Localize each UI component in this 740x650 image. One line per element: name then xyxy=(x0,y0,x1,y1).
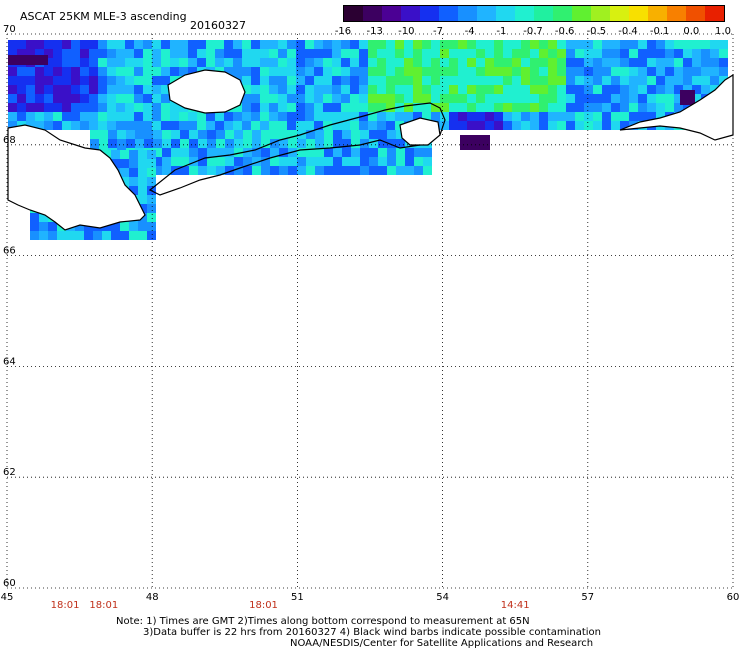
lon-tick-label: 57 xyxy=(581,592,594,603)
time-label: 14:41 xyxy=(500,600,530,611)
time-label: 18:01 xyxy=(50,600,80,611)
lat-tick-label: 68 xyxy=(3,135,16,146)
lon-tick-label: 51 xyxy=(291,592,304,603)
colorbar-swatch xyxy=(648,6,667,21)
colorbar-swatch xyxy=(439,6,458,21)
colorbar-label: -0.1 xyxy=(649,26,670,37)
colorbar-swatch xyxy=(553,6,572,21)
lon-tick-label: 45 xyxy=(1,592,14,603)
colorbar-swatch xyxy=(572,6,591,21)
lat-tick-label: 66 xyxy=(3,246,16,257)
colorbar-swatch xyxy=(515,6,534,21)
note-line-1: Note: 1) Times are GMT 2)Times along bot… xyxy=(116,616,530,627)
note-line-2: 3)Data buffer is 22 hrs from 20160327 4)… xyxy=(143,627,601,638)
colorbar-swatch xyxy=(591,6,610,21)
colorbar-swatch xyxy=(629,6,648,21)
colorbar-label: -0.4 xyxy=(618,26,638,37)
colorbar-label: -7 xyxy=(433,26,443,37)
colorbar-label: 1.0 xyxy=(715,26,731,37)
colorbar-label: 0.0 xyxy=(683,26,700,37)
colorbar-swatch xyxy=(667,6,686,21)
colorbar-swatch xyxy=(705,6,724,21)
colorbar-swatch xyxy=(610,6,629,21)
lake-outline xyxy=(167,69,246,114)
product-title: ASCAT 25KM MLE-3 ascending xyxy=(20,10,187,23)
lat-tick-label: 64 xyxy=(3,356,16,367)
lat-tick-label: 70 xyxy=(3,24,16,35)
time-label: 18:01 xyxy=(249,600,278,611)
colorbar-swatch xyxy=(477,6,496,21)
colorbar-swatch xyxy=(534,6,553,21)
colorbar-swatch xyxy=(363,6,382,21)
colorbar-label: -10 xyxy=(398,26,415,37)
wind-swath-data xyxy=(8,40,728,240)
note-line-3: NOAA/NESDIS/Center for Satellite Applica… xyxy=(290,638,594,649)
colorbar xyxy=(343,5,725,22)
lon-tick-label: 48 xyxy=(146,592,159,603)
colorbar-swatch xyxy=(686,6,705,21)
colorbar-label: -4 xyxy=(464,26,475,37)
lon-tick-label: 60 xyxy=(727,592,740,603)
time-label: 18:01 xyxy=(89,600,119,611)
product-date: 20160327 xyxy=(190,19,246,32)
colorbar-swatch xyxy=(496,6,515,21)
colorbar-label: -13 xyxy=(366,26,383,37)
axis-tick-labels: 70 68 66 64 62 60 45 48 51 54 57 60 xyxy=(1,24,740,603)
lat-tick-label: 60 xyxy=(3,578,16,589)
lat-tick-label: 62 xyxy=(3,467,16,478)
colorbar-swatch xyxy=(401,6,420,21)
colorbar-label: -16 xyxy=(334,26,352,37)
colorbar-label: -0.6 xyxy=(554,26,575,37)
colorbar-swatch xyxy=(420,6,439,21)
colorbar-label: -1 xyxy=(496,26,507,37)
colorbar-label: -0.7 xyxy=(523,26,543,37)
coastline-islands xyxy=(399,117,441,146)
coastline-west xyxy=(7,124,146,231)
colorbar-swatch xyxy=(382,6,401,21)
lon-tick-label: 54 xyxy=(436,592,449,603)
colorbar-swatch xyxy=(458,6,477,21)
lat-lon-grid xyxy=(6,33,734,589)
colorbar-swatch xyxy=(344,6,363,21)
colorbar-label: -0.5 xyxy=(586,26,607,37)
